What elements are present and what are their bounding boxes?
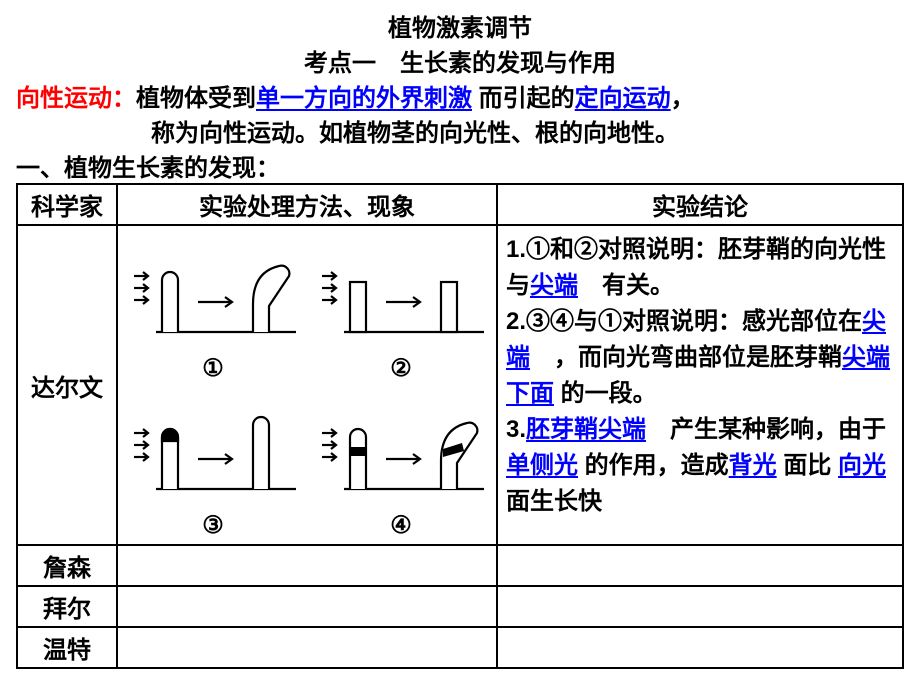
intro-body-2: 而引起的 bbox=[472, 85, 575, 112]
table-row-paal: 拜尔 bbox=[17, 586, 903, 627]
table-header-scientist: 科学家 bbox=[17, 184, 117, 225]
conclusion-cell bbox=[497, 586, 903, 627]
intro-label: 向性运动： bbox=[16, 85, 136, 112]
method-cell bbox=[117, 627, 497, 668]
conclusion-text: 面比 bbox=[777, 452, 838, 479]
scientist-cell: 达尔文 bbox=[17, 225, 117, 545]
diagram-label: ③ bbox=[202, 511, 224, 540]
conclusion-fill: 单侧光 bbox=[506, 452, 578, 479]
method-cell bbox=[117, 545, 497, 586]
section-heading: 一、植物生长素的发现： bbox=[16, 148, 904, 183]
intro-paragraph: 向性运动：植物体受到单一方向的外界刺激 而引起的定向运动， bbox=[16, 78, 904, 113]
conclusion-text: 面生长快 bbox=[506, 488, 602, 515]
conclusion-text: 产生某种影响，由于 bbox=[646, 416, 886, 443]
conclusion-text: 的一段。 bbox=[554, 380, 657, 407]
diagram-label: ② bbox=[390, 354, 412, 383]
diagram-cell: ① bbox=[122, 232, 304, 383]
conclusion-cell bbox=[497, 627, 903, 668]
diagram-cell: ② bbox=[310, 232, 492, 383]
conclusion-fill: 向光 bbox=[838, 452, 886, 479]
conclusion-fill: 背光 bbox=[729, 452, 777, 479]
intro-body-1: 植物体受到 bbox=[136, 85, 256, 112]
table-header-row: 科学家 实验处理方法、现象 实验结论 bbox=[17, 184, 903, 225]
method-cell: ① ② ③ ④ bbox=[117, 225, 497, 545]
scientist-cell: 詹森 bbox=[17, 545, 117, 586]
table-row-went: 温特 bbox=[17, 627, 903, 668]
conclusion-text: 3. bbox=[506, 416, 526, 443]
conclusion-cell bbox=[497, 545, 903, 586]
diagram-cell: ③ bbox=[122, 389, 304, 540]
table-row-jensen: 詹森 bbox=[17, 545, 903, 586]
diagram-label: ④ bbox=[390, 511, 412, 540]
intro-line2: 称为向性运动。如植物茎的向光性、根的向地性。 bbox=[151, 113, 904, 148]
diagram-cell: ④ bbox=[310, 389, 492, 540]
page-subtitle: 考点一 生长素的发现与作用 bbox=[16, 43, 904, 78]
scientist-cell: 温特 bbox=[17, 627, 117, 668]
scientist-cell: 拜尔 bbox=[17, 586, 117, 627]
intro-fill-1: 单一方向的外界刺激 bbox=[256, 85, 472, 112]
table-header-method: 实验处理方法、现象 bbox=[117, 184, 497, 225]
diagram-label: ① bbox=[202, 354, 224, 383]
conclusion-fill: 尖端 bbox=[530, 272, 578, 299]
conclusion-fill: 胚芽鞘尖端 bbox=[526, 416, 646, 443]
conclusion-cell: 1.①和②对照说明：胚芽鞘的向光性与尖端 有关。 2.③④与①对照说明：感光部位… bbox=[497, 225, 903, 545]
table-header-conclusion: 实验结论 bbox=[497, 184, 903, 225]
conclusion-text: 的作用，造成 bbox=[578, 452, 729, 479]
page-title: 植物激素调节 bbox=[16, 8, 904, 43]
conclusion-text: ，而向光弯曲部位是胚芽鞘 bbox=[530, 344, 842, 371]
intro-fill-2: 定向运动 bbox=[575, 85, 671, 112]
table-row-darwin: 达尔文 ① ② ③ ④ 1.①和②对照说明：胚芽鞘的向光性与尖端 有关。 2.③④与①… bbox=[17, 225, 903, 545]
conclusion-text: 2.③④与①对照说明：感光部位在 bbox=[506, 308, 862, 335]
conclusion-text: 有关。 bbox=[578, 272, 674, 299]
method-cell bbox=[117, 586, 497, 627]
intro-body-3: ， bbox=[671, 85, 695, 112]
experiments-table: 科学家 实验处理方法、现象 实验结论 达尔文 ① ② ③ ④ 1.①和②对照说明：胚芽… bbox=[16, 183, 904, 669]
